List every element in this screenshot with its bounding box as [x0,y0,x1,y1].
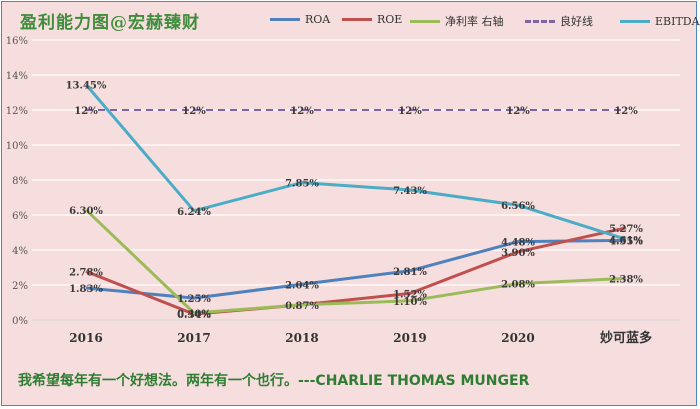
data-label: 4.55% [609,236,643,247]
legend-label: ROA [305,13,331,26]
y-tick-label: 8% [12,176,28,187]
data-label: 0.34% [177,310,211,321]
data-label: 13.45% [66,81,107,92]
y-axis: 0% 2% 4% 6% 8% 10% 12% 14% 16% [6,36,28,327]
data-label: 12% [290,106,314,117]
data-label: 12% [398,106,422,117]
legend-item: 良好线 [525,13,593,29]
legend-swatch [410,19,440,23]
data-label: 1.25% [177,294,211,305]
data-label: 2.38% [609,274,643,285]
data-label: 2.78% [69,267,103,278]
x-tick-label: 2016 [69,331,102,345]
y-tick-label: 16% [6,36,28,47]
legend-label: EBITDA/营收 [655,15,700,28]
data-labels: 1.83% 1.25% 2.04% 2.81% 4.48% 4.55% 2.78% 0.34%… [66,81,644,321]
data-label: 0.87% [285,301,319,312]
data-label: 2.08% [501,280,535,291]
data-label: 2.04% [285,280,319,291]
data-label: 6.30% [69,206,103,217]
x-axis: 2016 2017 2018 2019 2020 妙可蓝多 [32,319,680,346]
data-label: 7.85% [285,179,319,190]
data-label: 4.48% [501,238,535,249]
legend-label: 净利率 右轴 [445,15,504,28]
y-tick-label: 14% [6,71,28,82]
legend-swatch [620,19,650,23]
y-tick-label: 10% [6,141,28,152]
data-label: 6.56% [501,201,535,212]
data-label: 4.61% [609,235,643,246]
x-tick-label: 妙可蓝多 [600,330,652,346]
series-lines [84,83,627,316]
legend-swatch [525,19,555,23]
data-label: 6.24% [177,207,211,218]
data-label: 12% [74,106,98,117]
legend-label: 良好线 [560,15,593,28]
data-label: 2.81% [393,267,427,278]
y-tick-label: 4% [12,246,28,257]
chart-title: 盈利能力图@宏赫臻财 [20,13,200,33]
legend-swatch [342,18,372,21]
y-tick-label: 2% [12,281,28,292]
data-label: 1.52% [393,289,427,300]
data-label: 0.40% [177,309,211,320]
y-tick-label: 0% [12,316,28,327]
x-tick-label: 2019 [393,331,426,345]
data-label: 5.27% [609,224,643,235]
y-tick-label: 12% [6,106,28,117]
y-tick-label: 6% [12,211,28,222]
data-label: 1.10% [393,297,427,308]
series-line-roe-1 [85,226,627,316]
legend-item: ROA [270,13,330,26]
legend-swatch [270,18,300,21]
data-label: 7.43% [393,186,427,197]
legend-item: 净利率 右轴 [410,13,504,29]
data-label: 12% [182,106,206,117]
series-line-s-2 [84,208,627,315]
x-tick-label: 2018 [285,331,318,345]
series-line-ebitda-4 [84,83,627,241]
data-label: 12% [506,106,530,117]
legend-item: EBITDA/营收 [620,13,700,29]
data-label: 12% [614,106,638,117]
series-line-roa-0 [85,238,627,300]
munger-quote: 我希望每年有一个好想法。两年有一个也行。---CHARLIE THOMAS MU… [18,373,530,389]
legend-item: ROE [342,13,402,26]
legend-label: ROE [377,13,403,26]
x-tick-label: 2020 [501,331,534,345]
data-label: 3.90% [501,248,535,259]
x-tick-label: 2017 [177,331,210,345]
data-label: 1.83% [69,284,103,295]
